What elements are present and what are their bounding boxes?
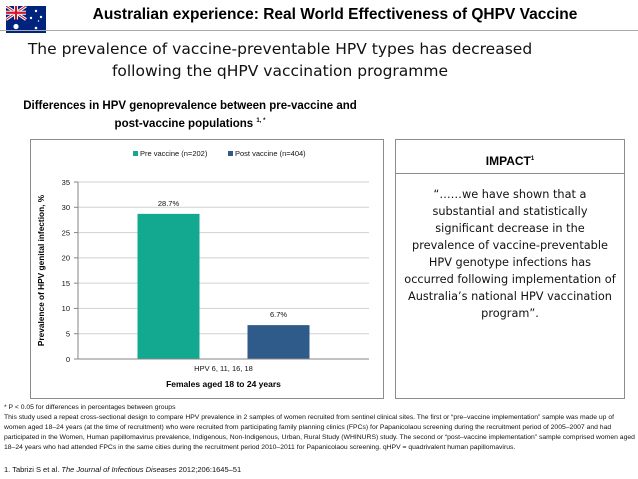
impact-header: IMPACT1 [396,140,624,174]
x-category-label: HPV 6, 11, 16, 18 [194,364,253,373]
y-tick-label: 15 [62,279,70,288]
y-tick-label: 5 [66,330,70,339]
legend-swatch-1 [133,151,138,156]
y-tick-label: 20 [62,254,70,263]
y-tick-label: 35 [62,178,70,187]
impact-quote: “……we have shown that a substantial and … [404,188,616,320]
impact-title-superscript: 1 [530,156,535,162]
reference-number: 1. [4,465,11,474]
chart-heading-superscript: 1, * [256,118,266,124]
footnote-study-design: This study used a repeat cross-sectional… [4,414,635,451]
chart-heading: Differences in HPV genoprevalence betwee… [20,99,360,132]
legend-label-2: Post vaccine (n=404) [235,149,306,158]
footnote-significance: * P < 0.05 for differences in percentage… [4,404,176,411]
bar-chart: Pre vaccine (n=202) Post vaccine (n=404) … [36,149,369,389]
slide-subtitle: The prevalence of vaccine-preventable HP… [20,38,540,82]
reference-citation: 2012;206:1645–51 [178,465,242,474]
legend-label-1: Pre vaccine (n=202) [140,149,208,158]
chart-gridlines [78,181,369,335]
legend-swatch-2 [228,151,233,156]
reference-journal: The Journal of Infectious Diseases [61,465,177,474]
x-axis-categories: HPV 6, 11, 16, 18 [194,364,253,373]
australian-flag-icon [6,6,46,33]
x-axis-label: Females aged 18 to 24 years [166,379,281,389]
reference-authors: Tabrizi S et al. [12,465,60,474]
y-tick-label: 30 [62,203,70,212]
impact-panel: IMPACT1 “……we have shown that a substant… [395,139,625,399]
data-label-pre-vaccine: 28.7% [158,199,180,208]
bar-pre-vaccine [137,213,200,359]
y-axis-ticks: 0 5 10 15 20 25 30 35 [62,178,78,364]
chart-bars: 28.7% 6.7% [137,199,310,359]
y-tick-label: 0 [66,355,70,364]
reference: 1. Tabrizi S et al. The Journal of Infec… [4,465,636,474]
chart-panel: Pre vaccine (n=202) Post vaccine (n=404) … [30,139,384,399]
chart-legend: Pre vaccine (n=202) Post vaccine (n=404) [133,149,306,158]
title-divider [0,30,638,31]
chart-heading-line-2: post-vaccine populations 1, * [20,114,360,132]
data-label-post-vaccine: 6.7% [270,310,287,319]
bar-post-vaccine [247,325,310,359]
slide-title: Australian experience: Real World Effect… [92,6,578,23]
y-axis-label: Prevalence of HPV genital infection, % [36,194,46,346]
chart-heading-line-1: Differences in HPV genoprevalence betwee… [23,100,357,112]
footnotes: * P < 0.05 for differences in percentage… [4,403,636,453]
y-tick-label: 25 [62,228,70,237]
subtitle-line-2: following the qHPV vaccination programme [111,62,449,80]
chart-heading-line-2-text: post-vaccine populations [114,117,254,130]
impact-title: IMPACT [485,154,531,168]
subtitle-line-1: The prevalence of vaccine-preventable HP… [27,40,533,58]
y-tick-label: 10 [62,304,70,313]
